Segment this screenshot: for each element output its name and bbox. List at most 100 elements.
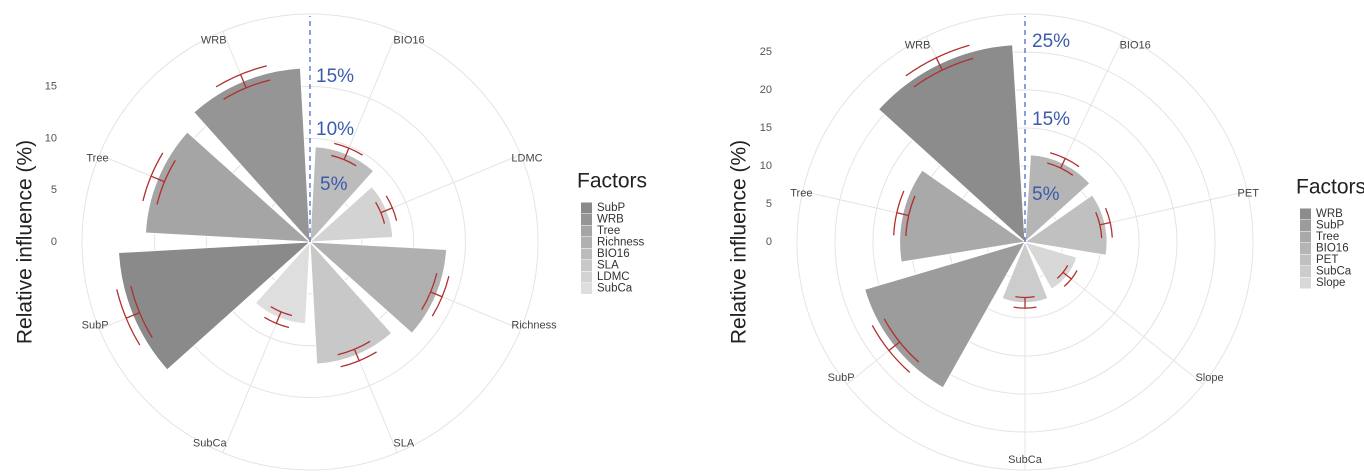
- legend-key: [581, 271, 592, 283]
- legend-label: Tree: [1316, 231, 1339, 243]
- error-cap: [331, 154, 357, 167]
- error-stem: [1060, 158, 1066, 169]
- error-stem: [353, 348, 360, 361]
- error-bar: [142, 152, 176, 205]
- legend-key: [1300, 243, 1311, 254]
- legend-label: WRB: [597, 214, 624, 226]
- legend-key: [1300, 208, 1311, 220]
- error-cap: [130, 285, 153, 338]
- category-label: SLA: [393, 437, 414, 449]
- error-cap: [264, 316, 290, 329]
- legend-title: Factors: [577, 170, 647, 193]
- error-bar: [337, 340, 377, 368]
- category-label: WRB: [201, 35, 227, 47]
- annotation: 5%: [320, 174, 348, 195]
- error-bar: [331, 142, 363, 167]
- polar-chart: 0510152025BIO16PETSlopeSubCaSubPTreeWRB5…: [728, 13, 1364, 471]
- legend-label: WRB: [1316, 208, 1343, 220]
- annotation: 10%: [316, 119, 354, 140]
- error-stem: [430, 291, 443, 298]
- y-tick-label: 20: [760, 84, 772, 96]
- category-label: PET: [1238, 187, 1260, 199]
- y-tick-label: 5: [766, 198, 772, 210]
- category-label: SubCa: [1008, 454, 1043, 466]
- category-label: SubCa: [193, 437, 228, 449]
- legend-key: [581, 283, 592, 294]
- legend-key: [581, 237, 592, 248]
- error-stem: [935, 57, 943, 71]
- annotation: 15%: [316, 66, 354, 87]
- error-stem: [896, 212, 909, 217]
- error-cap: [1063, 270, 1078, 287]
- error-bar: [375, 195, 398, 224]
- error-bar: [871, 318, 920, 373]
- category-label: LDMC: [511, 152, 542, 164]
- outer-circle: [81, 13, 539, 471]
- y-tick-label: 10: [760, 160, 772, 172]
- legend-label: LDMC: [597, 271, 630, 283]
- error-cap: [1013, 306, 1037, 309]
- legend-key: [1300, 254, 1311, 266]
- legend-label: SubP: [1316, 220, 1344, 232]
- category-label: SubP: [82, 319, 109, 331]
- polar-chart: 051015BIO16LDMCRichnessSLASubCaSubPTreeW…: [14, 13, 647, 471]
- error-cap: [421, 272, 438, 310]
- error-bar: [215, 65, 271, 100]
- error-cap: [1104, 207, 1113, 238]
- category-label: SubP: [828, 372, 855, 384]
- legend-label: BIO16: [1316, 243, 1349, 255]
- legend-key: [1300, 220, 1311, 231]
- legend-label: PET: [1316, 254, 1338, 266]
- error-bar: [1095, 207, 1113, 239]
- legend-key: [581, 225, 592, 237]
- legend-key: [581, 214, 592, 225]
- legend-label: Richness: [597, 237, 645, 249]
- y-tick-label: 5: [51, 184, 57, 196]
- legend-label: SubP: [597, 202, 625, 214]
- wedge: [864, 241, 1027, 389]
- category-label: Slope: [1195, 372, 1223, 384]
- error-cap: [156, 160, 176, 205]
- error-bar: [264, 306, 293, 329]
- legend: Factors SubPWRBTreeRichnessBIO16SLALDMCSu…: [577, 170, 647, 295]
- error-stem: [125, 311, 140, 319]
- error-stem: [150, 175, 165, 183]
- error-stem: [343, 147, 350, 160]
- legend-label: SubCa: [597, 283, 633, 295]
- legend-key: [1300, 277, 1311, 289]
- error-stem: [1062, 271, 1072, 280]
- error-stem: [1099, 221, 1111, 226]
- legend-key: [1300, 231, 1311, 243]
- error-bar: [421, 272, 450, 317]
- legend-label: Slope: [1316, 277, 1345, 289]
- category-label: WRB: [905, 39, 931, 51]
- error-cap: [223, 79, 271, 100]
- category-label: BIO16: [1120, 39, 1151, 51]
- error-bar: [893, 190, 916, 236]
- legend-key: [581, 260, 592, 271]
- category-label: Tree: [790, 187, 812, 199]
- error-stem: [380, 207, 393, 214]
- y-tick-label: 0: [51, 236, 57, 248]
- category-label: BIO16: [393, 35, 424, 47]
- error-bar: [905, 44, 974, 88]
- y-tick-label: 0: [766, 236, 772, 248]
- category-label: Tree: [86, 152, 108, 164]
- annotation: 25%: [1032, 31, 1070, 52]
- legend-key: [581, 248, 592, 260]
- error-bar: [116, 285, 153, 346]
- grid-circle: [257, 189, 363, 295]
- legend-label: Tree: [597, 225, 620, 237]
- legend-label: SubCa: [1316, 266, 1352, 278]
- error-bar: [1013, 296, 1037, 309]
- error-stem: [275, 311, 282, 324]
- legend-label: BIO16: [597, 248, 630, 260]
- error-bar: [1047, 152, 1080, 176]
- error-stem: [239, 74, 247, 89]
- error-stem: [888, 341, 901, 352]
- y-tick-label: 25: [760, 46, 772, 58]
- y-axis-label: Relative influence (%): [14, 140, 37, 344]
